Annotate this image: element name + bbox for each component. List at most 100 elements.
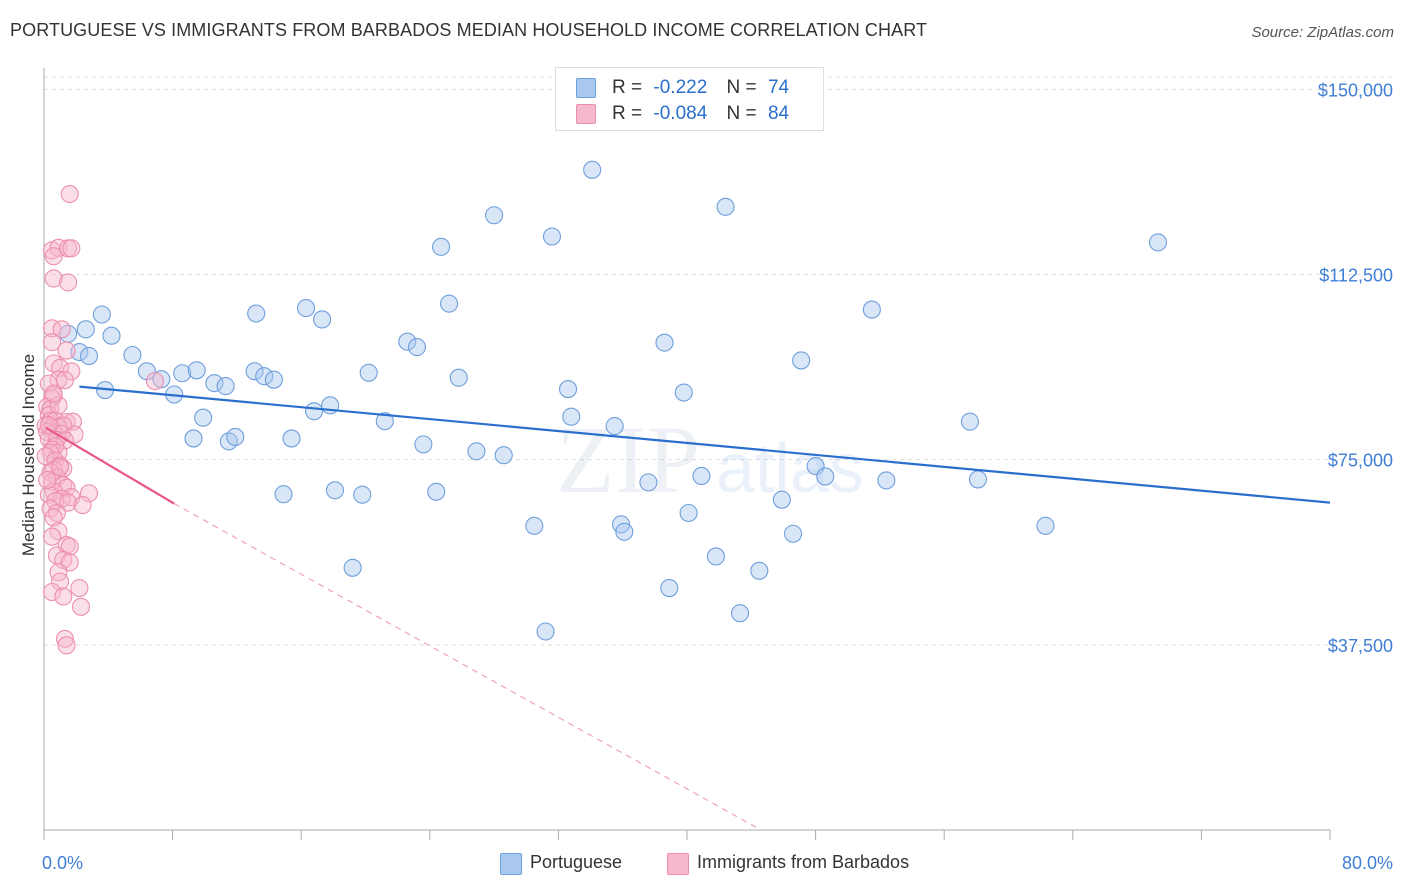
portuguese-point xyxy=(296,299,316,318)
barbados-trend-line xyxy=(45,426,175,505)
source-label: Source: ZipAtlas.com xyxy=(1251,24,1394,41)
barbados-point xyxy=(49,238,68,257)
portuguese-point xyxy=(605,417,624,436)
portuguese-point xyxy=(359,363,378,382)
portuguese-point xyxy=(542,227,562,246)
barbados-trend-extension xyxy=(173,503,762,831)
y-tick-label: $37,500 xyxy=(1328,636,1393,656)
portuguese-point xyxy=(583,160,602,179)
barbados-point xyxy=(42,582,62,602)
barbados-point xyxy=(55,629,74,648)
portuguese-point xyxy=(862,300,881,319)
portuguese-point xyxy=(655,333,674,352)
portuguese-point xyxy=(427,482,446,501)
portuguese-point xyxy=(102,326,121,345)
barbados-point xyxy=(71,597,91,616)
legend-n-value-barbados: 84 xyxy=(767,103,790,124)
barbados-point xyxy=(44,508,63,527)
portuguese-point xyxy=(305,402,324,421)
portuguese-point xyxy=(730,604,750,623)
portuguese-point xyxy=(816,467,835,486)
barbados-point xyxy=(51,458,70,477)
portuguese-point xyxy=(152,370,171,389)
x-tick-label-right: 80.0% xyxy=(1342,853,1393,873)
portuguese-point xyxy=(226,427,245,447)
trend-lines xyxy=(45,385,1331,831)
barbados-point xyxy=(59,273,78,292)
data-points xyxy=(36,160,1168,655)
portuguese-point xyxy=(639,473,658,492)
barbados-point xyxy=(49,396,68,415)
legend-n-label: N = xyxy=(726,103,757,124)
series-swatch-barbados xyxy=(667,853,689,875)
barbados-point xyxy=(57,636,76,655)
barbados-point xyxy=(49,563,68,582)
series-label-portuguese: Portuguese xyxy=(530,852,623,872)
barbados-point xyxy=(70,579,89,598)
barbados-point xyxy=(38,470,57,489)
watermark-atlas: atlas xyxy=(716,429,864,507)
portuguese-point xyxy=(660,579,679,598)
barbados-point xyxy=(42,319,62,338)
portuguese-point xyxy=(184,429,203,448)
portuguese-point xyxy=(245,362,264,381)
barbados-point xyxy=(54,587,73,606)
portuguese-point xyxy=(173,364,192,383)
portuguese-point xyxy=(968,470,988,489)
portuguese-point xyxy=(558,380,578,399)
portuguese-point xyxy=(960,412,979,431)
portuguese-point xyxy=(264,370,283,389)
portuguese-point xyxy=(187,361,206,380)
barbados-point xyxy=(60,184,79,204)
y-tick-label: $112,500 xyxy=(1319,266,1393,286)
portuguese-point xyxy=(353,485,372,504)
portuguese-point xyxy=(562,407,581,426)
portuguese-point xyxy=(313,310,332,329)
portuguese-point xyxy=(325,481,345,500)
portuguese-point xyxy=(92,305,111,324)
barbados-point xyxy=(62,362,81,381)
portuguese-point xyxy=(432,237,451,256)
barbados-point xyxy=(145,372,164,391)
portuguese-point xyxy=(772,490,791,509)
barbados-point xyxy=(73,496,92,515)
watermark-zip: ZIP xyxy=(556,406,700,513)
portuguese-point xyxy=(414,435,433,454)
legend-swatch-barbados xyxy=(576,104,596,124)
portuguese-point xyxy=(1148,233,1168,252)
portuguese-point xyxy=(692,466,711,486)
barbados-point xyxy=(57,341,76,360)
series-swatch-portuguese xyxy=(500,853,522,875)
portuguese-point xyxy=(274,485,293,504)
x-tick-label-left: 0.0% xyxy=(42,853,83,873)
legend-n-label: N = xyxy=(726,77,757,98)
barbados-point xyxy=(39,416,58,435)
portuguese-point xyxy=(525,516,544,535)
legend-r-value-barbados: -0.084 xyxy=(653,103,708,124)
barbados-point xyxy=(52,320,71,339)
barbados-point xyxy=(42,333,62,352)
portuguese-point xyxy=(784,524,803,543)
portuguese-point xyxy=(123,345,142,365)
series-label-barbados: Immigrants from Barbados xyxy=(697,852,910,872)
portuguese-point xyxy=(216,377,235,396)
barbados-point xyxy=(65,425,84,444)
portuguese-point xyxy=(255,367,274,386)
portuguese-point xyxy=(536,622,555,641)
portuguese-point xyxy=(1036,516,1055,535)
y-tick-label: $75,000 xyxy=(1328,451,1393,471)
portuguese-point xyxy=(79,346,99,366)
barbados-point xyxy=(59,493,78,512)
tick-labels: $37,500 $75,000 $112,500 $150,000 0.0% 80.0% M… xyxy=(19,80,1393,873)
legend-swatch-portuguese xyxy=(576,78,596,98)
portuguese-point xyxy=(716,197,735,216)
portuguese-point xyxy=(467,442,486,461)
barbados-point xyxy=(39,374,58,393)
portuguese-point xyxy=(398,332,417,351)
chart-title: PORTUGUESE VS IMMIGRANTS FROM BARBADOS M… xyxy=(10,20,928,40)
portuguese-trend-line xyxy=(79,385,1331,504)
portuguese-point xyxy=(494,446,513,465)
barbados-point xyxy=(42,527,62,546)
portuguese-point xyxy=(375,412,394,431)
